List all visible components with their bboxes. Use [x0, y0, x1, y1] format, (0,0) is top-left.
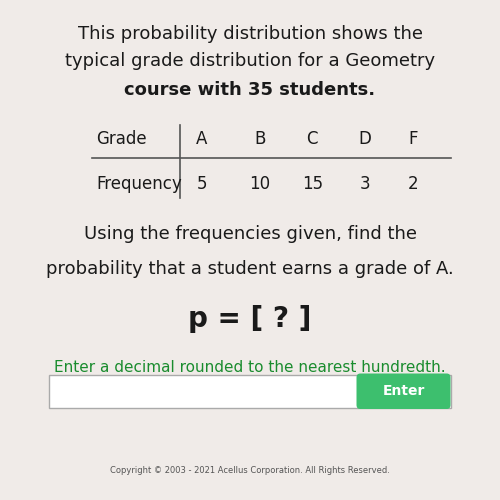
Text: C: C: [306, 130, 318, 148]
Text: 10: 10: [249, 175, 270, 193]
FancyBboxPatch shape: [356, 374, 450, 409]
Text: typical grade distribution for a Geometry: typical grade distribution for a Geometr…: [65, 52, 435, 70]
Text: 15: 15: [302, 175, 323, 193]
Text: This probability distribution shows the: This probability distribution shows the: [78, 25, 422, 43]
Text: course with 35 students.: course with 35 students.: [124, 81, 376, 99]
Text: F: F: [408, 130, 418, 148]
Text: probability that a student earns a grade of A.: probability that a student earns a grade…: [46, 260, 454, 278]
Text: Grade: Grade: [96, 130, 147, 148]
Text: Using the frequencies given, find the: Using the frequencies given, find the: [84, 225, 416, 243]
Text: 5: 5: [197, 175, 207, 193]
Text: D: D: [358, 130, 372, 148]
Text: Copyright © 2003 - 2021 Acellus Corporation. All Rights Reserved.: Copyright © 2003 - 2021 Acellus Corporat…: [110, 466, 390, 475]
Text: 2: 2: [408, 175, 418, 193]
Text: B: B: [254, 130, 266, 148]
FancyBboxPatch shape: [48, 375, 452, 408]
Text: A: A: [196, 130, 207, 148]
Text: Frequency: Frequency: [96, 175, 182, 193]
Text: Enter a decimal rounded to the nearest hundredth.: Enter a decimal rounded to the nearest h…: [54, 360, 446, 375]
Text: 3: 3: [360, 175, 370, 193]
Text: Enter: Enter: [382, 384, 424, 398]
Text: p = [ ? ]: p = [ ? ]: [188, 305, 312, 333]
